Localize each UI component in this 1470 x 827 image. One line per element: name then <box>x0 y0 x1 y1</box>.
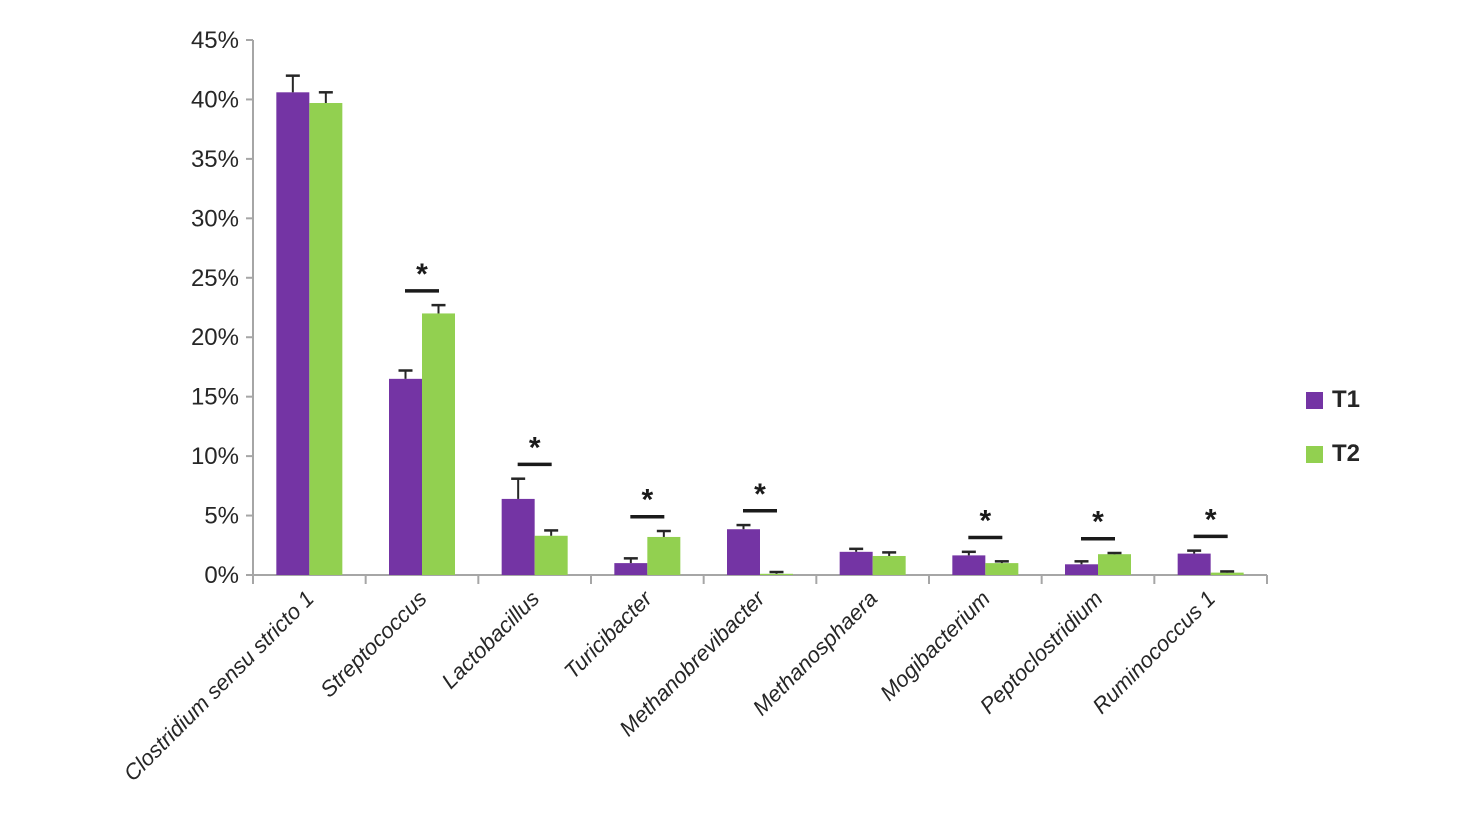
legend-label-t1: T1 <box>1332 386 1361 413</box>
bar-t2-5 <box>872 555 906 575</box>
significance-asterisk: * <box>979 505 991 538</box>
y-tick-label: 5% <box>204 503 239 530</box>
significance-asterisk: * <box>754 478 766 511</box>
t1-color-swatch <box>1306 391 1323 409</box>
bar-t2-7 <box>1098 554 1131 575</box>
x-category-label: Ruminococcus 1 <box>1088 586 1221 719</box>
x-category-label: Turicibacter <box>559 585 658 684</box>
t2-color-swatch <box>1306 445 1323 463</box>
significance-asterisk: * <box>1205 503 1217 536</box>
bar-t1-7 <box>1065 564 1098 575</box>
bar-t2-3 <box>647 536 681 575</box>
bar-t2-4 <box>760 573 793 575</box>
bar-t1-5 <box>839 551 873 575</box>
y-tick-label: 30% <box>191 205 239 232</box>
bar-t1-0 <box>276 92 310 576</box>
bar-t2-8 <box>1210 572 1244 575</box>
bar-t1-2 <box>501 498 535 575</box>
bar-t1-4 <box>727 529 760 575</box>
legend-entry-t2: T2 <box>1306 440 1360 468</box>
bar-t2-2 <box>534 535 568 575</box>
legend-entry-t1: T1 <box>1306 386 1360 414</box>
x-category-label: Streptococcus <box>315 586 431 702</box>
y-tick-label: 45% <box>191 27 239 54</box>
bar-t1-6 <box>952 555 986 575</box>
legend-label-t2: T2 <box>1332 440 1361 467</box>
y-tick-label: 15% <box>191 384 239 411</box>
bar-t2-1 <box>422 313 455 575</box>
y-tick-label: 35% <box>191 146 239 173</box>
significance-asterisk: * <box>529 431 541 464</box>
bar-t1-1 <box>389 378 422 575</box>
x-category-label: Lactobacillus <box>437 586 545 694</box>
bar-t2-6 <box>985 563 1019 575</box>
bar-t1-3 <box>614 563 648 575</box>
bar-t2-0 <box>309 103 343 575</box>
y-tick-label: 40% <box>191 86 239 113</box>
x-category-label: Peptoclostridium <box>975 586 1108 719</box>
significance-asterisk: * <box>641 484 653 517</box>
chart-legend: T1 T2 <box>1306 386 1360 468</box>
significance-asterisk: * <box>1092 506 1104 539</box>
significance-asterisk: * <box>416 258 428 291</box>
x-category-label: Mogibacterium <box>875 586 995 706</box>
x-category-label: Clostridium sensu stricto 1 <box>119 586 319 786</box>
y-tick-label: 0% <box>204 562 239 589</box>
y-tick-label: 20% <box>191 324 239 351</box>
y-tick-label: 10% <box>191 443 239 470</box>
x-category-label: Methanosphaera <box>748 586 882 720</box>
bar-t1-8 <box>1177 553 1211 575</box>
y-tick-label: 25% <box>191 265 239 292</box>
